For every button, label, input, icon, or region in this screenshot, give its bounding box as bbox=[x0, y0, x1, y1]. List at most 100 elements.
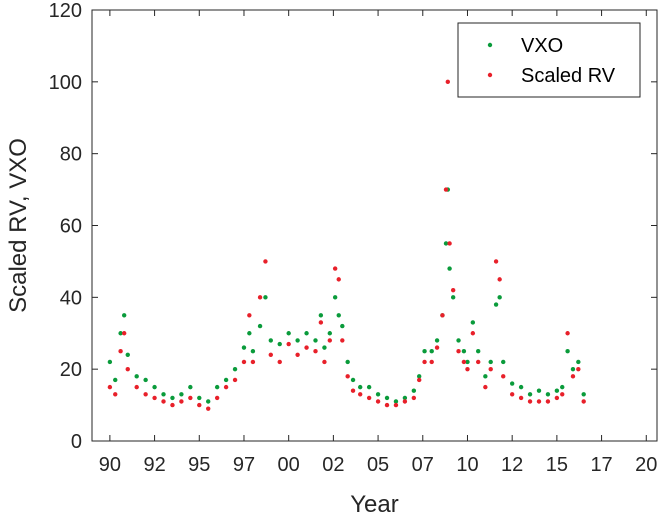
point-scaled-rv bbox=[536, 399, 542, 404]
point-vxo bbox=[375, 392, 381, 397]
point-vxo bbox=[241, 345, 247, 350]
point-vxo bbox=[143, 377, 148, 383]
point-scaled-rv bbox=[493, 259, 499, 264]
point-vxo bbox=[118, 331, 123, 336]
point-vxo bbox=[461, 349, 467, 354]
point-vxo bbox=[429, 349, 434, 354]
point-scaled-rv bbox=[197, 402, 202, 408]
points-layer bbox=[107, 79, 586, 411]
point-scaled-rv bbox=[340, 338, 345, 343]
point-scaled-rv bbox=[179, 399, 184, 404]
y-tick-label: 40 bbox=[60, 287, 82, 309]
point-vxo bbox=[277, 341, 282, 347]
point-scaled-rv bbox=[465, 366, 470, 372]
point-scaled-rv bbox=[327, 338, 333, 343]
point-vxo bbox=[336, 313, 341, 318]
point-vxo bbox=[318, 313, 324, 318]
x-tick-label: 90 bbox=[99, 454, 121, 476]
point-scaled-rv bbox=[501, 374, 506, 379]
point-vxo bbox=[125, 352, 130, 357]
point-scaled-rv bbox=[447, 241, 452, 246]
point-scaled-rv bbox=[118, 349, 123, 354]
point-scaled-rv bbox=[488, 366, 493, 372]
point-vxo bbox=[170, 395, 175, 401]
point-scaled-rv bbox=[456, 349, 461, 354]
legend: VXO Scaled RV bbox=[457, 22, 641, 98]
legend-label-vxo: VXO bbox=[521, 35, 563, 57]
point-vxo bbox=[263, 295, 268, 300]
point-vxo bbox=[206, 399, 211, 404]
point-vxo bbox=[366, 384, 372, 390]
point-vxo bbox=[456, 338, 461, 343]
point-vxo bbox=[402, 395, 408, 401]
x-tick-label: 10 bbox=[456, 454, 478, 476]
point-vxo bbox=[295, 338, 300, 343]
point-scaled-rv bbox=[384, 402, 390, 408]
point-scaled-rv bbox=[313, 349, 318, 354]
y-tick-label: 20 bbox=[60, 359, 82, 381]
point-vxo bbox=[476, 349, 481, 354]
point-scaled-rv bbox=[247, 313, 252, 318]
point-scaled-rv bbox=[411, 395, 417, 401]
point-vxo bbox=[422, 349, 427, 354]
point-vxo bbox=[152, 384, 157, 390]
point-vxo bbox=[509, 381, 515, 386]
point-vxo bbox=[232, 366, 238, 372]
point-scaled-rv bbox=[570, 374, 576, 379]
point-vxo bbox=[393, 399, 399, 404]
ticks-layer: 0 20 40 60 80 100 120 90 92 95 97 00 02 05 07 10 12 15 17 2… bbox=[49, 0, 658, 476]
point-vxo bbox=[247, 331, 252, 336]
point-vxo bbox=[357, 384, 363, 390]
y-tick-label: 120 bbox=[49, 0, 82, 22]
point-scaled-rv bbox=[565, 331, 570, 336]
point-scaled-rv bbox=[322, 359, 327, 365]
point-vxo bbox=[113, 377, 118, 383]
x-tick-label: 12 bbox=[501, 454, 523, 476]
point-scaled-rv bbox=[107, 384, 113, 390]
point-scaled-rv bbox=[527, 399, 533, 404]
point-vxo bbox=[483, 374, 488, 379]
point-vxo bbox=[518, 384, 524, 390]
point-scaled-rv bbox=[152, 395, 157, 401]
point-scaled-rv bbox=[470, 331, 476, 336]
point-vxo bbox=[304, 331, 309, 336]
point-vxo bbox=[188, 384, 193, 390]
point-vxo bbox=[250, 349, 256, 354]
point-vxo bbox=[554, 388, 560, 393]
point-vxo bbox=[197, 395, 202, 401]
legend-box bbox=[457, 22, 641, 98]
x-tick-label: 97 bbox=[233, 454, 255, 476]
point-scaled-rv bbox=[440, 313, 445, 318]
point-scaled-rv bbox=[461, 359, 467, 365]
point-scaled-rv bbox=[125, 366, 130, 372]
point-scaled-rv bbox=[263, 259, 268, 264]
point-scaled-rv bbox=[366, 395, 372, 401]
point-scaled-rv bbox=[295, 352, 300, 357]
point-vxo bbox=[536, 388, 542, 393]
point-vxo bbox=[470, 320, 476, 325]
point-scaled-rv bbox=[450, 287, 456, 293]
point-scaled-rv bbox=[268, 352, 273, 357]
point-scaled-rv bbox=[188, 395, 193, 401]
point-vxo bbox=[384, 395, 390, 401]
point-scaled-rv bbox=[121, 331, 127, 336]
point-scaled-rv bbox=[445, 79, 451, 85]
point-scaled-rv bbox=[509, 392, 515, 397]
x-tick-label: 05 bbox=[367, 454, 389, 476]
x-tick-label: 07 bbox=[412, 454, 434, 476]
point-vxo bbox=[327, 331, 333, 336]
point-vxo bbox=[214, 384, 220, 390]
legend-label-scaled-rv: Scaled RV bbox=[521, 65, 616, 87]
point-vxo bbox=[501, 359, 506, 365]
legend-marker-vxo bbox=[487, 42, 493, 48]
point-vxo bbox=[350, 377, 356, 383]
point-scaled-rv bbox=[350, 388, 356, 393]
y-axis-label: Scaled RV, VXO bbox=[5, 138, 32, 313]
x-axis-label: Year bbox=[350, 491, 399, 516]
point-scaled-rv bbox=[250, 359, 256, 365]
point-scaled-rv bbox=[560, 392, 565, 397]
point-vxo bbox=[560, 384, 565, 390]
point-vxo bbox=[134, 374, 139, 379]
point-scaled-rv bbox=[393, 402, 399, 408]
point-vxo bbox=[411, 388, 417, 393]
